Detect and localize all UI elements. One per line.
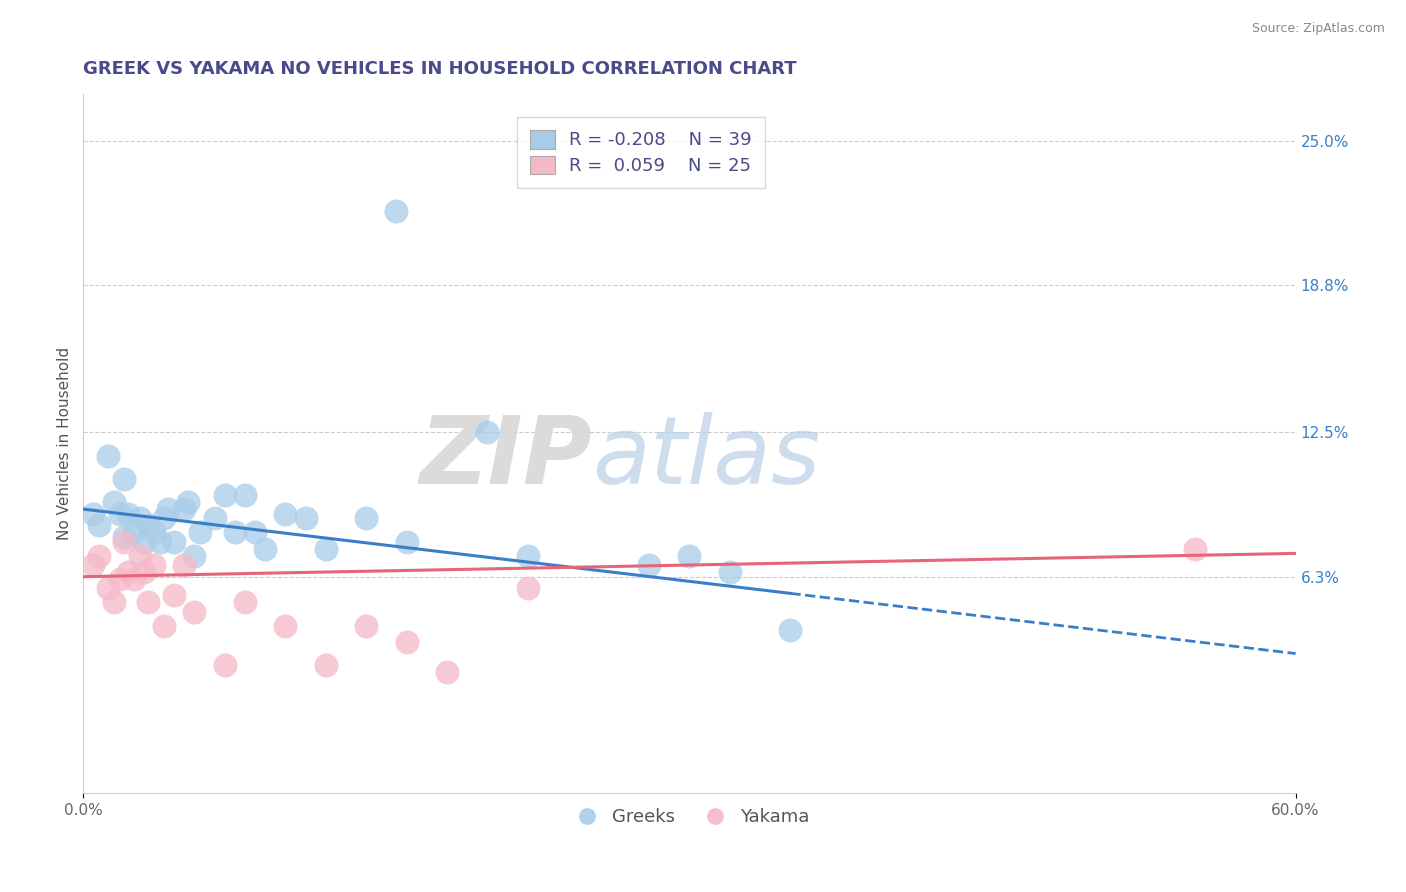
Point: [395, 635, 418, 649]
Point: [149, 534, 172, 549]
Point: [233, 595, 256, 609]
Text: Source: ZipAtlas.com: Source: ZipAtlas.com: [1251, 22, 1385, 36]
Point: [436, 665, 458, 680]
Point: [173, 502, 195, 516]
Point: [112, 472, 135, 486]
Point: [89, 549, 111, 563]
Point: [136, 518, 159, 533]
Point: [96, 449, 118, 463]
Point: [190, 525, 212, 540]
Point: [163, 588, 186, 602]
Point: [638, 558, 661, 572]
Point: [477, 425, 499, 440]
Point: [214, 658, 236, 673]
Point: [233, 488, 256, 502]
Point: [315, 541, 337, 556]
Point: [718, 565, 741, 579]
Point: [385, 203, 408, 218]
Point: [395, 534, 418, 549]
Point: [1184, 541, 1206, 556]
Point: [163, 534, 186, 549]
Point: [779, 624, 801, 638]
Point: [204, 511, 226, 525]
Point: [224, 525, 246, 540]
Point: [82, 507, 104, 521]
Point: [112, 530, 135, 544]
Point: [173, 558, 195, 572]
Point: [122, 572, 145, 586]
Text: ZIP: ZIP: [419, 412, 592, 504]
Text: GREEK VS YAKAMA NO VEHICLES IN HOUSEHOLD CORRELATION CHART: GREEK VS YAKAMA NO VEHICLES IN HOUSEHOLD…: [83, 60, 797, 78]
Point: [136, 595, 159, 609]
Point: [143, 525, 166, 540]
Point: [274, 618, 297, 632]
Point: [153, 618, 176, 632]
Point: [243, 525, 266, 540]
Point: [112, 534, 135, 549]
Point: [117, 565, 139, 579]
Point: [103, 495, 125, 509]
Point: [177, 495, 200, 509]
Legend: Greeks, Yakama: Greeks, Yakama: [562, 801, 817, 833]
Point: [128, 511, 150, 525]
Point: [516, 582, 538, 596]
Point: [678, 549, 700, 563]
Point: [153, 511, 176, 525]
Point: [354, 618, 377, 632]
Point: [214, 488, 236, 502]
Y-axis label: No Vehicles in Household: No Vehicles in Household: [58, 347, 72, 541]
Point: [108, 507, 131, 521]
Point: [128, 549, 150, 563]
Point: [132, 565, 155, 579]
Point: [122, 525, 145, 540]
Point: [157, 502, 180, 516]
Point: [315, 658, 337, 673]
Point: [117, 507, 139, 521]
Point: [294, 511, 316, 525]
Point: [516, 549, 538, 563]
Point: [108, 572, 131, 586]
Text: atlas: atlas: [592, 412, 821, 503]
Point: [143, 558, 166, 572]
Point: [183, 605, 205, 619]
Point: [132, 534, 155, 549]
Point: [103, 595, 125, 609]
Point: [82, 558, 104, 572]
Point: [354, 511, 377, 525]
Point: [89, 518, 111, 533]
Point: [274, 507, 297, 521]
Point: [96, 582, 118, 596]
Point: [254, 541, 277, 556]
Point: [183, 549, 205, 563]
